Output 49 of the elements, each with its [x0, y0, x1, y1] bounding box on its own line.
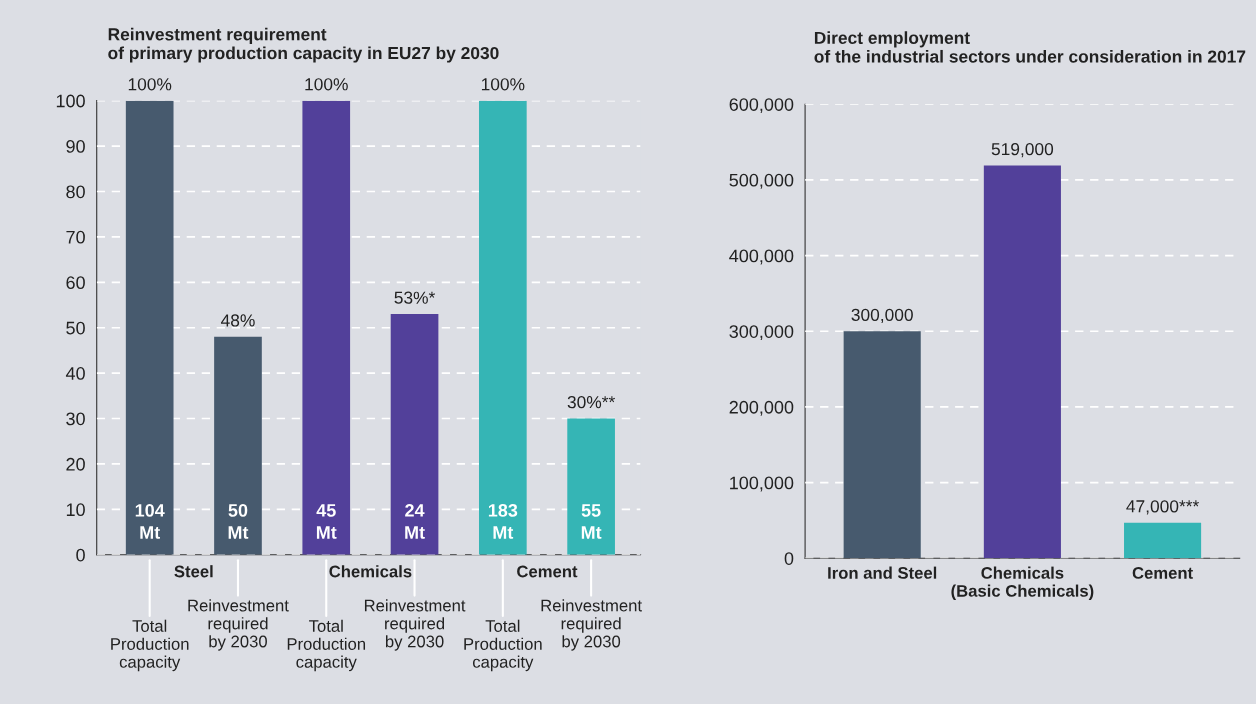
- y-tick-label: 100: [56, 94, 85, 108]
- data-label: 300,000: [851, 308, 913, 324]
- y-tick-label: 0: [76, 548, 85, 562]
- text: Total Production capacity: [464, 619, 542, 672]
- y-tick-label: 40: [65, 367, 85, 380]
- y-tick-label: 400,000: [729, 249, 794, 265]
- y-tick-label: 200,000: [729, 400, 794, 416]
- x-tick-label: Chemicals (Basic Chemicals): [951, 566, 1094, 601]
- annotation: 24 Mt: [405, 504, 425, 539]
- annotation: 55 Mt: [581, 504, 602, 539]
- y-tick-label: 300,000: [729, 325, 794, 341]
- text: Reinvestment required by 2030: [541, 599, 642, 651]
- y-tick-label: 20: [66, 457, 85, 471]
- x-tick-label: Chemicals: [329, 565, 412, 578]
- y-tick-label: 60: [66, 276, 85, 290]
- chart-title: Direct employment of the industrial sectors under consideration in 2017: [814, 31, 1246, 63]
- chart-title: Reinvestment requirement of primary production capacity in EU27 by 2030: [108, 27, 499, 63]
- y-tick-label: 0: [784, 552, 794, 565]
- annotation: 45 Mt: [316, 504, 337, 539]
- y-tick-label: 90: [66, 140, 85, 153]
- y-tick-label: 10: [66, 503, 85, 517]
- text: Reinvestment required by 2030: [188, 599, 289, 651]
- annotation: 183 Mt: [488, 504, 518, 539]
- y-tick-label: 600,000: [729, 98, 794, 114]
- data-label: 100%: [305, 78, 348, 91]
- y-tick-label: 70: [66, 230, 85, 244]
- bar: [983, 165, 1061, 559]
- text: Total Production capacity: [287, 619, 366, 672]
- data-label: 30%**: [567, 395, 615, 409]
- x-tick-label: Cement: [1132, 567, 1193, 579]
- x-tick-label: Cement: [517, 565, 578, 578]
- y-tick-label: 500,000: [729, 173, 794, 189]
- annotation: 50 Mt: [228, 504, 249, 539]
- x-tick-label: Steel: [174, 565, 213, 578]
- data-label: 48%: [221, 314, 255, 327]
- y-tick-label: 50: [66, 321, 85, 335]
- x-tick-label: Iron and Steel: [828, 566, 937, 579]
- text: Total Production capacity: [111, 619, 189, 672]
- data-label: 47,000***: [1126, 500, 1199, 515]
- data-label: 519,000: [991, 142, 1054, 158]
- y-tick-label: 30: [66, 412, 85, 426]
- y-tick-label: 80: [66, 185, 85, 199]
- bar: [843, 331, 921, 559]
- data-label: 100%: [128, 78, 172, 91]
- y-tick-label: 100,000: [730, 476, 794, 492]
- data-label: 100%: [481, 78, 525, 91]
- annotation: 104 Mt: [135, 504, 165, 539]
- bar: [1124, 522, 1202, 559]
- data-label: 53%*: [394, 291, 436, 304]
